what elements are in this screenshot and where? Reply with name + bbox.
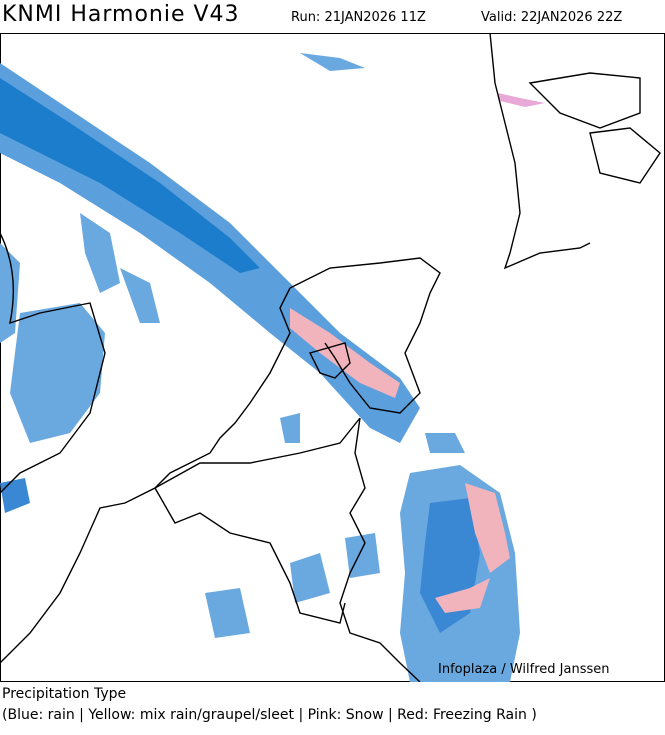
credit: Infoplaza / Wilfred Janssen — [438, 662, 610, 677]
legend-title: Precipitation Type — [2, 686, 127, 702]
snow-area — [465, 483, 510, 573]
rain-cell — [80, 213, 120, 293]
rain-cell — [290, 553, 330, 603]
rain-cell — [0, 478, 30, 513]
valid-time: Valid: 22JAN2026 22Z — [481, 10, 623, 25]
snow-area — [435, 578, 490, 613]
run-time: Run: 21JAN2026 11Z — [291, 10, 426, 25]
rain-cell — [425, 433, 465, 453]
legend-text: (Blue: rain | Yellow: mix rain/graupel/s… — [2, 707, 537, 723]
snow-patch — [498, 93, 545, 107]
rain-cell — [10, 303, 105, 443]
rain-cell — [300, 53, 365, 71]
rain-cell — [280, 413, 300, 443]
coastlines — [0, 33, 661, 682]
model-title: KNMI Harmonie V43 — [2, 2, 240, 27]
rain-cell — [0, 243, 20, 343]
snow-band — [290, 308, 400, 398]
precipitation-map — [0, 33, 665, 682]
rain-cell — [205, 588, 250, 638]
heavy-rain-band — [0, 78, 260, 273]
rain-cell — [120, 268, 160, 323]
